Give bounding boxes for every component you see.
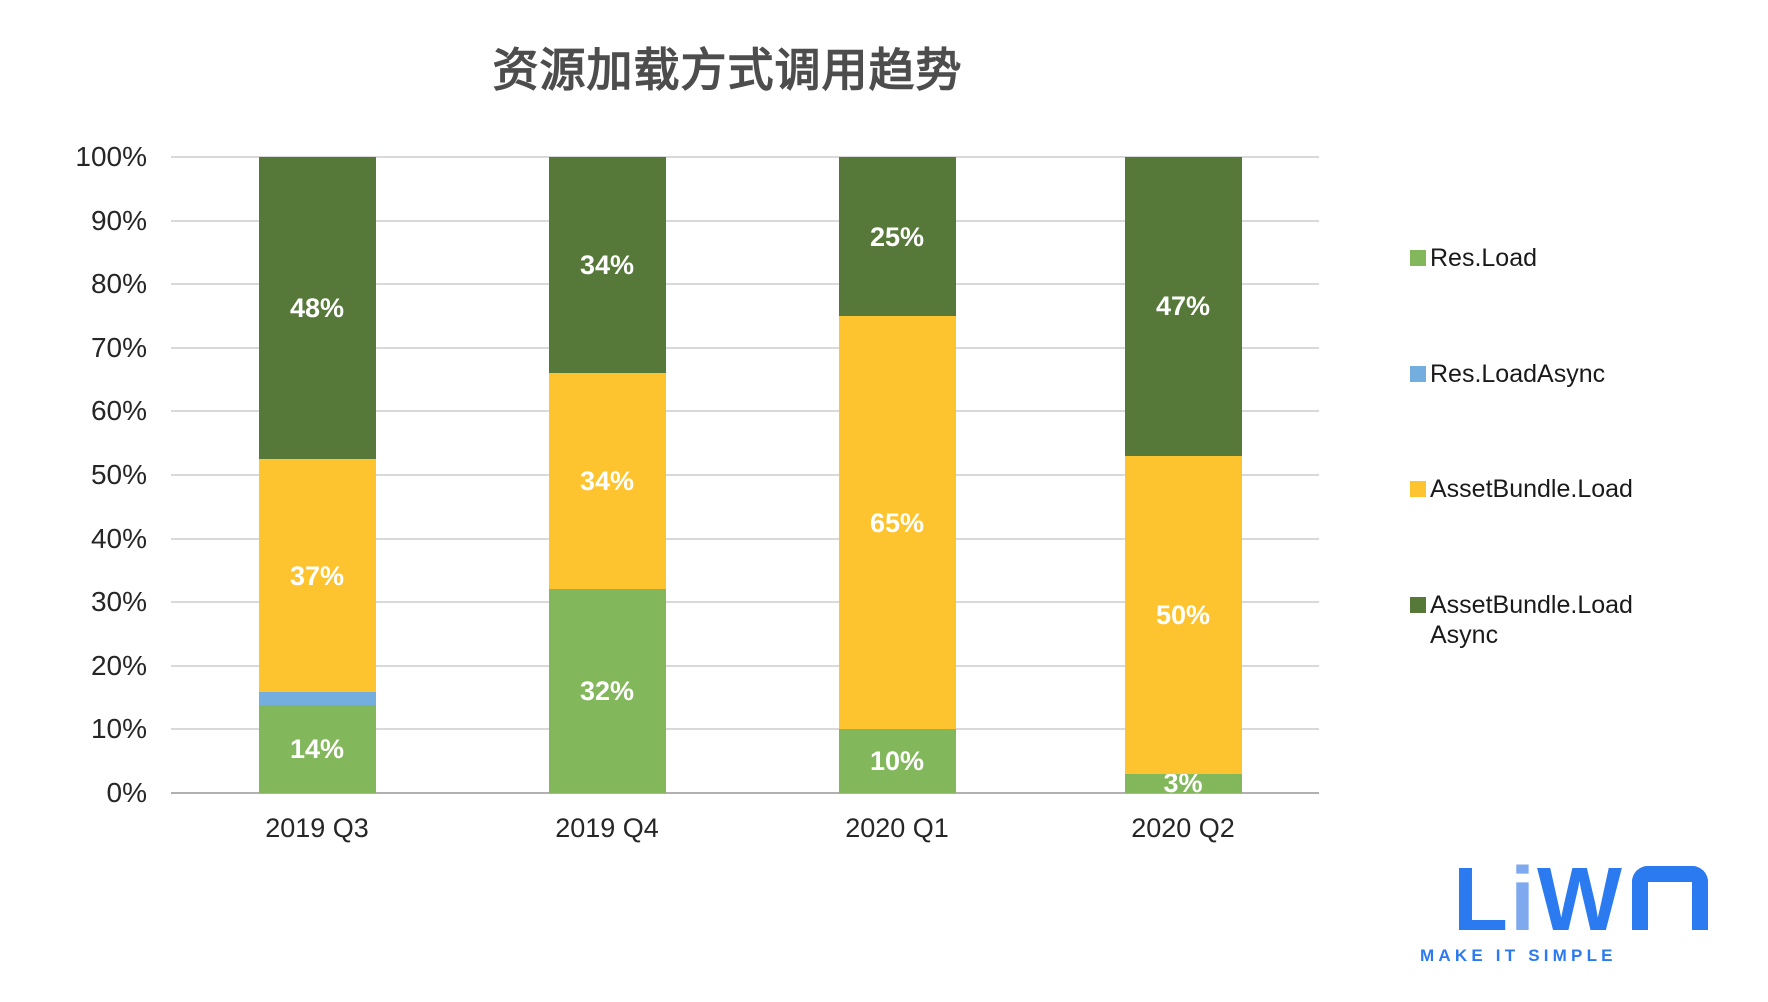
y-tick-label: 50% xyxy=(90,459,147,490)
gridline xyxy=(171,601,1319,604)
legend-label: Res.LoadAsync xyxy=(1430,359,1605,389)
segment-assetbundle-loadasync xyxy=(258,157,376,460)
x-axis-label: 2020 Q1 xyxy=(845,813,949,843)
data-label-assetbundle-load: 65% xyxy=(869,507,925,538)
bar-2019-q4: 32% 34% 34% xyxy=(548,157,666,793)
segment-assetbundle-loadasync xyxy=(838,157,956,316)
data-label-assetbundle-loadasync: 48% xyxy=(289,293,345,324)
legend-item-assetbundle-load: AssetBundle.Load xyxy=(1410,474,1710,504)
legend-label-line: Res.LoadAsync xyxy=(1430,360,1606,388)
segment-assetbundle-load xyxy=(1124,455,1242,774)
y-tick-label: 20% xyxy=(90,649,147,681)
y-tick-label: 70% xyxy=(90,331,147,363)
data-label-assetbundle-loadasync: 25% xyxy=(869,221,925,252)
axis-baseline xyxy=(171,792,1319,794)
y-tick-label: 90% xyxy=(90,204,147,236)
y-tick-label: 60% xyxy=(90,395,147,427)
legend-swatch xyxy=(1410,481,1426,497)
segment-assetbundle-load xyxy=(548,373,666,590)
data-label-res-load: 14% xyxy=(289,733,345,764)
segment-assetbundle-loadasync xyxy=(1124,157,1242,456)
y-tick-label: 100% xyxy=(75,141,147,172)
legend-item-assetbundle-loadasync: AssetBundle.Load Async xyxy=(1410,590,1710,650)
y-tick-label: 0% xyxy=(106,777,147,808)
logo-letter-l: L xyxy=(1453,850,1510,950)
legend-label: AssetBundle.Load xyxy=(1430,474,1633,504)
segment-res-load xyxy=(1124,773,1242,793)
legend-swatch xyxy=(1410,597,1426,613)
logo-letter-w: W xyxy=(1537,850,1624,950)
gridline xyxy=(171,219,1319,222)
data-label-assetbundle-loadasync: 47% xyxy=(1155,291,1211,322)
y-tick-label: 10% xyxy=(90,713,147,745)
gridline xyxy=(171,410,1319,413)
logo-wordmark: LiW xyxy=(1453,855,1740,945)
data-label-res-load: 32% xyxy=(579,676,635,707)
legend-swatch xyxy=(1410,366,1426,382)
liwa-logo: LiW MAKE IT SIMPLE xyxy=(1420,855,1740,966)
gridline xyxy=(171,346,1319,349)
x-axis-label: 2019 Q3 xyxy=(265,813,369,843)
logo-a-glyph xyxy=(1631,866,1708,930)
y-tick-label: 80% xyxy=(90,268,147,300)
logo-letter-i: i xyxy=(1509,850,1537,950)
data-label-assetbundle-load: 50% xyxy=(1155,599,1211,630)
segment-res-loadasync xyxy=(258,692,376,705)
x-axis-label: 2020 Q2 xyxy=(1131,813,1235,843)
data-label-assetbundle-loadasync: 34% xyxy=(579,250,635,281)
segment-res-load xyxy=(548,589,666,793)
bar-2020-q2: 3% 50% 47% xyxy=(1124,157,1242,798)
segment-assetbundle-loadasync xyxy=(548,157,666,374)
gridline xyxy=(171,664,1319,667)
legend-label-line: Async xyxy=(1430,621,1499,649)
gridline xyxy=(171,474,1319,476)
data-label-assetbundle-load: 34% xyxy=(579,466,635,497)
y-tick-label: 30% xyxy=(90,586,147,618)
gridline xyxy=(171,283,1319,286)
x-axis-label: 2019 Q4 xyxy=(555,813,659,843)
legend-label-line: AssetBundle.Load xyxy=(1430,475,1633,503)
chart-title: 资源加载方式调用趋势 xyxy=(492,44,963,96)
logo-tagline: MAKE IT SIMPLE xyxy=(1420,946,1617,965)
data-label-assetbundle-load: 37% xyxy=(289,560,345,591)
segment-res-load xyxy=(838,729,956,793)
legend-swatch xyxy=(1410,250,1426,266)
segment-assetbundle-load xyxy=(258,459,376,693)
segment-assetbundle-load xyxy=(838,316,956,730)
gridline xyxy=(171,728,1319,731)
legend-label-line: AssetBundle.Load xyxy=(1430,591,1633,619)
legend-label: Res.Load xyxy=(1430,243,1537,273)
segment-res-load xyxy=(258,704,376,793)
legend-label: AssetBundle.Load Async xyxy=(1430,590,1633,650)
bar-2020-q1: 10% 65% 25% xyxy=(838,157,956,793)
y-tick-label: 40% xyxy=(90,522,147,554)
legend-item-res-load: Res.Load xyxy=(1410,243,1710,273)
gridline xyxy=(171,156,1319,158)
legend-item-res-loadasync: Res.LoadAsync xyxy=(1410,359,1710,389)
data-label-res-load: 10% xyxy=(869,746,925,777)
legend-label-line: Res.Load xyxy=(1430,244,1538,272)
bar-2019-q3: 14% 37% 48% xyxy=(258,157,376,793)
gridline xyxy=(171,537,1319,540)
